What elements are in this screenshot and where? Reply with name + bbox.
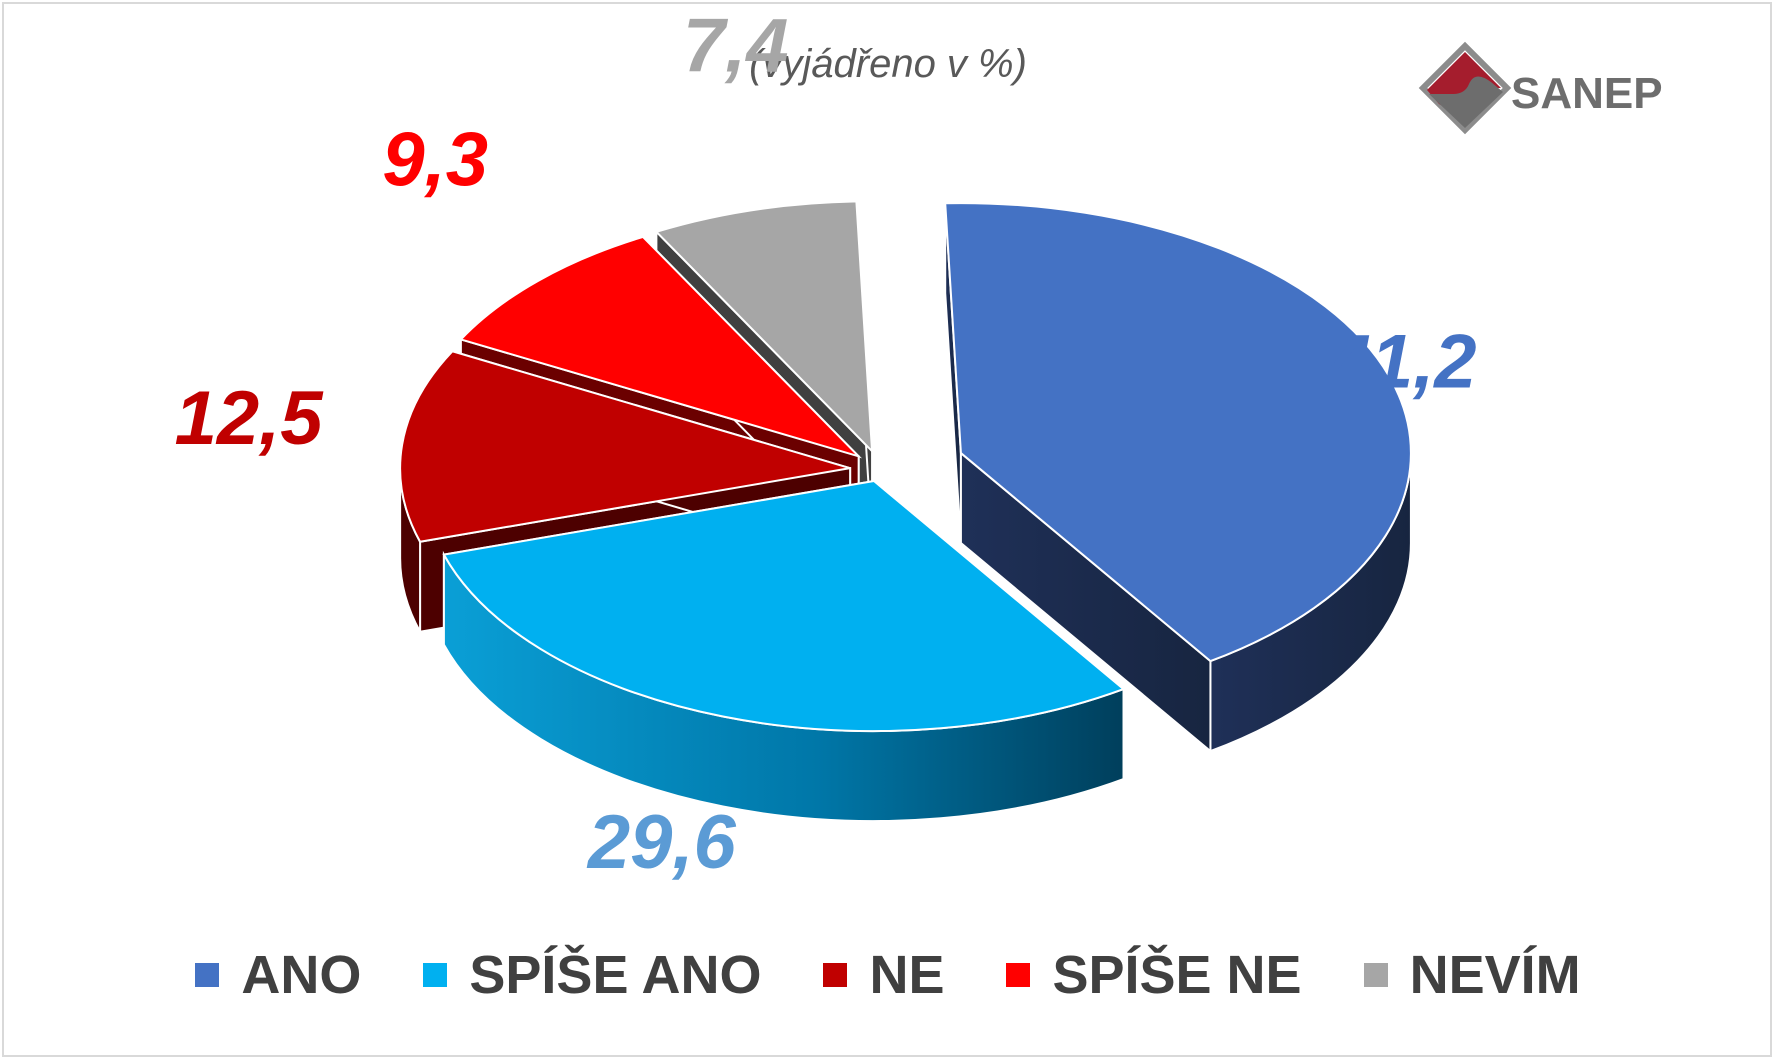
legend-label-2: NE bbox=[869, 945, 945, 1005]
sanep-logo: SANEP bbox=[1418, 41, 1663, 135]
data-label-1: 29,6 bbox=[586, 800, 737, 885]
sanep-logo-mark bbox=[1418, 41, 1512, 135]
legend-label-1: SPÍŠE ANO bbox=[469, 945, 762, 1005]
data-label-2: 12,5 bbox=[175, 376, 325, 461]
data-label-4: 7,4 bbox=[683, 3, 789, 88]
pie-slice-3 bbox=[459, 235, 863, 459]
legend-item-0: ANO bbox=[195, 944, 361, 1006]
pie-slice-2 bbox=[399, 350, 851, 543]
pie-slice-4 bbox=[654, 200, 874, 454]
legend-swatch-4 bbox=[1363, 963, 1388, 987]
chart-legend: ANO SPÍŠE ANO NE SPÍŠE NE NEVÍM bbox=[0, 944, 1776, 1006]
legend-swatch-2 bbox=[823, 963, 848, 987]
data-label-0: 41,2 bbox=[1327, 319, 1477, 404]
data-label-3: 9,3 bbox=[382, 118, 488, 203]
legend-swatch-1 bbox=[423, 963, 448, 987]
pie-slices bbox=[399, 200, 1412, 733]
legend-swatch-3 bbox=[1006, 963, 1031, 987]
legend-item-2: NE bbox=[823, 944, 944, 1006]
legend-label-3: SPÍŠE NE bbox=[1052, 945, 1302, 1005]
sanep-logo-text: SANEP bbox=[1511, 69, 1663, 118]
pie-slice-0 bbox=[944, 202, 1412, 663]
chart-subtitle: (vyjádřeno v %) bbox=[749, 42, 1027, 86]
legend-label-0: ANO bbox=[241, 945, 362, 1005]
pie-slice-1 bbox=[442, 479, 1126, 733]
legend-item-3: SPÍŠE NE bbox=[1006, 944, 1302, 1006]
legend-swatch-0 bbox=[195, 963, 220, 987]
pie-data-labels: 41,2 29,6 12,5 9,3 7,4 bbox=[175, 3, 1477, 885]
legend-label-4: NEVÍM bbox=[1409, 945, 1581, 1005]
legend-item-4: NEVÍM bbox=[1363, 944, 1581, 1006]
legend-item-1: SPÍŠE ANO bbox=[423, 944, 761, 1006]
